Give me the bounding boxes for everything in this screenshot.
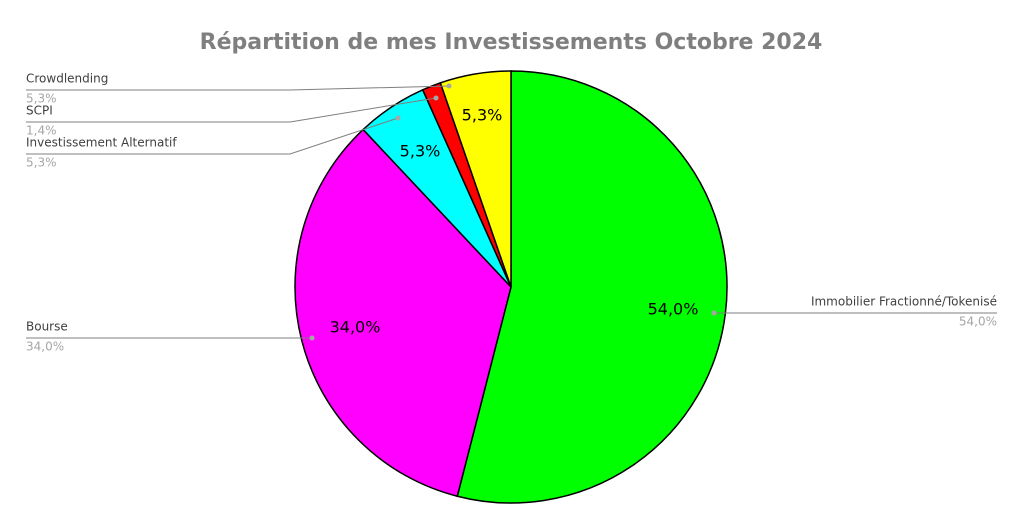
leader-dot [395, 115, 401, 121]
callout-value: 54,0% [959, 315, 997, 329]
leader-line [26, 117, 399, 155]
leader-dot [446, 83, 452, 89]
leader-dot [711, 310, 717, 316]
pie-slice [294, 128, 512, 498]
callout-name: SCPI [26, 104, 53, 118]
chart-title: Répartition de mes Investissements Octob… [200, 30, 823, 55]
leader-line [26, 97, 437, 123]
callout-name: Crowdlending [26, 72, 108, 86]
leader-dot [309, 335, 315, 341]
leader-dot [433, 95, 439, 101]
callout-value: 1,4% [26, 124, 57, 138]
pie-slice [456, 70, 728, 504]
callout-value: 34,0% [26, 340, 64, 354]
callout-value: 5,3% [26, 156, 57, 170]
pie-slice [439, 70, 512, 288]
slice-label: 5,3% [400, 142, 441, 161]
callout-name: Investissement Alternatif [26, 136, 177, 150]
callout-name: Bourse [26, 320, 68, 334]
callout-value: 5,3% [26, 92, 57, 106]
leader-line [26, 85, 450, 91]
slice-label: 54,0% [648, 300, 699, 319]
slice-label: 34,0% [330, 318, 381, 337]
slice-label: 5,3% [462, 106, 503, 125]
callout-name: Immobilier Fractionné/Tokenisé [811, 295, 997, 309]
